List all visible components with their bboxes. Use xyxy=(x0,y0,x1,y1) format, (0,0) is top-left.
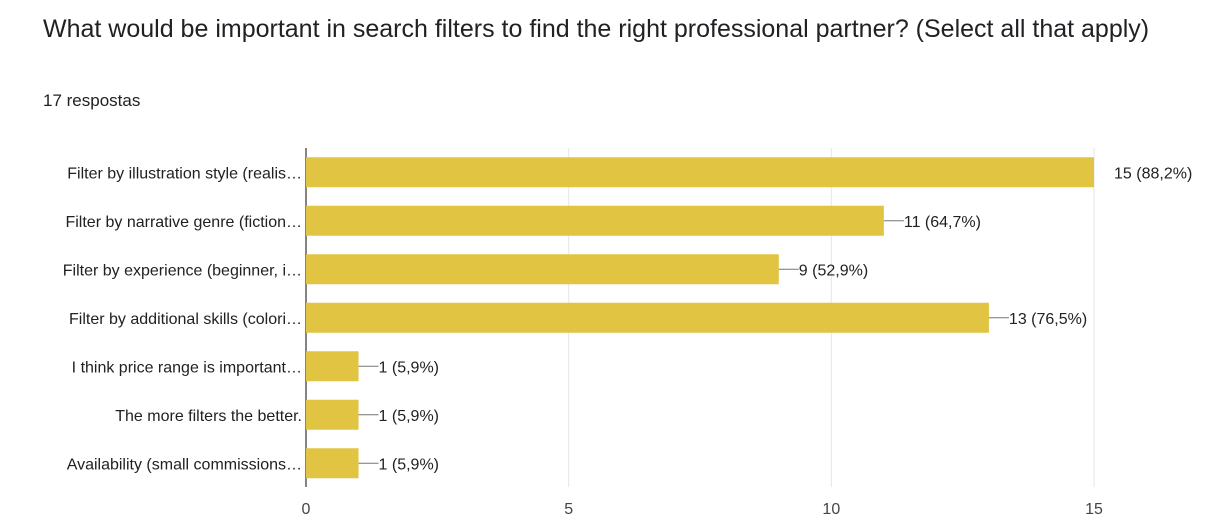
x-tick-label: 5 xyxy=(564,501,573,516)
category-label: Filter by narrative genre (fiction… xyxy=(65,214,302,231)
bar xyxy=(306,351,359,382)
value-label: 13 (76,5%) xyxy=(1009,311,1087,328)
labels: 0 5 10 15 Filter by illustration style (real… xyxy=(63,165,1193,516)
category-label: Filter by illustration style (realis… xyxy=(67,165,302,182)
category-label: Availability (small commissions… xyxy=(67,456,302,473)
bar xyxy=(306,399,359,430)
category-label: I think price range is important… xyxy=(72,359,302,376)
category-label: Filter by experience (beginner, i… xyxy=(63,262,302,279)
response-count: 17 respostas xyxy=(43,91,141,110)
bar xyxy=(306,254,779,285)
bar xyxy=(306,448,359,479)
bars xyxy=(306,157,1094,479)
question-title: What would be important in search filter… xyxy=(43,15,1150,43)
value-label: 1 (5,9%) xyxy=(379,408,439,425)
x-tick-label: 15 xyxy=(1085,501,1103,516)
bar xyxy=(306,157,1094,188)
value-label: 1 (5,9%) xyxy=(379,456,439,473)
category-label: The more filters the better. xyxy=(115,408,302,425)
x-tick-label: 0 xyxy=(302,501,311,516)
value-label: 15 (88,2%) xyxy=(1114,165,1192,182)
value-label: 1 (5,9%) xyxy=(379,359,439,376)
category-label: Filter by additional skills (colori… xyxy=(69,311,302,328)
bar xyxy=(306,302,989,333)
bar xyxy=(306,205,884,236)
value-label: 11 (64,7%) xyxy=(904,214,981,231)
x-tick-label: 10 xyxy=(822,501,840,516)
value-label: 9 (52,9%) xyxy=(799,262,868,279)
